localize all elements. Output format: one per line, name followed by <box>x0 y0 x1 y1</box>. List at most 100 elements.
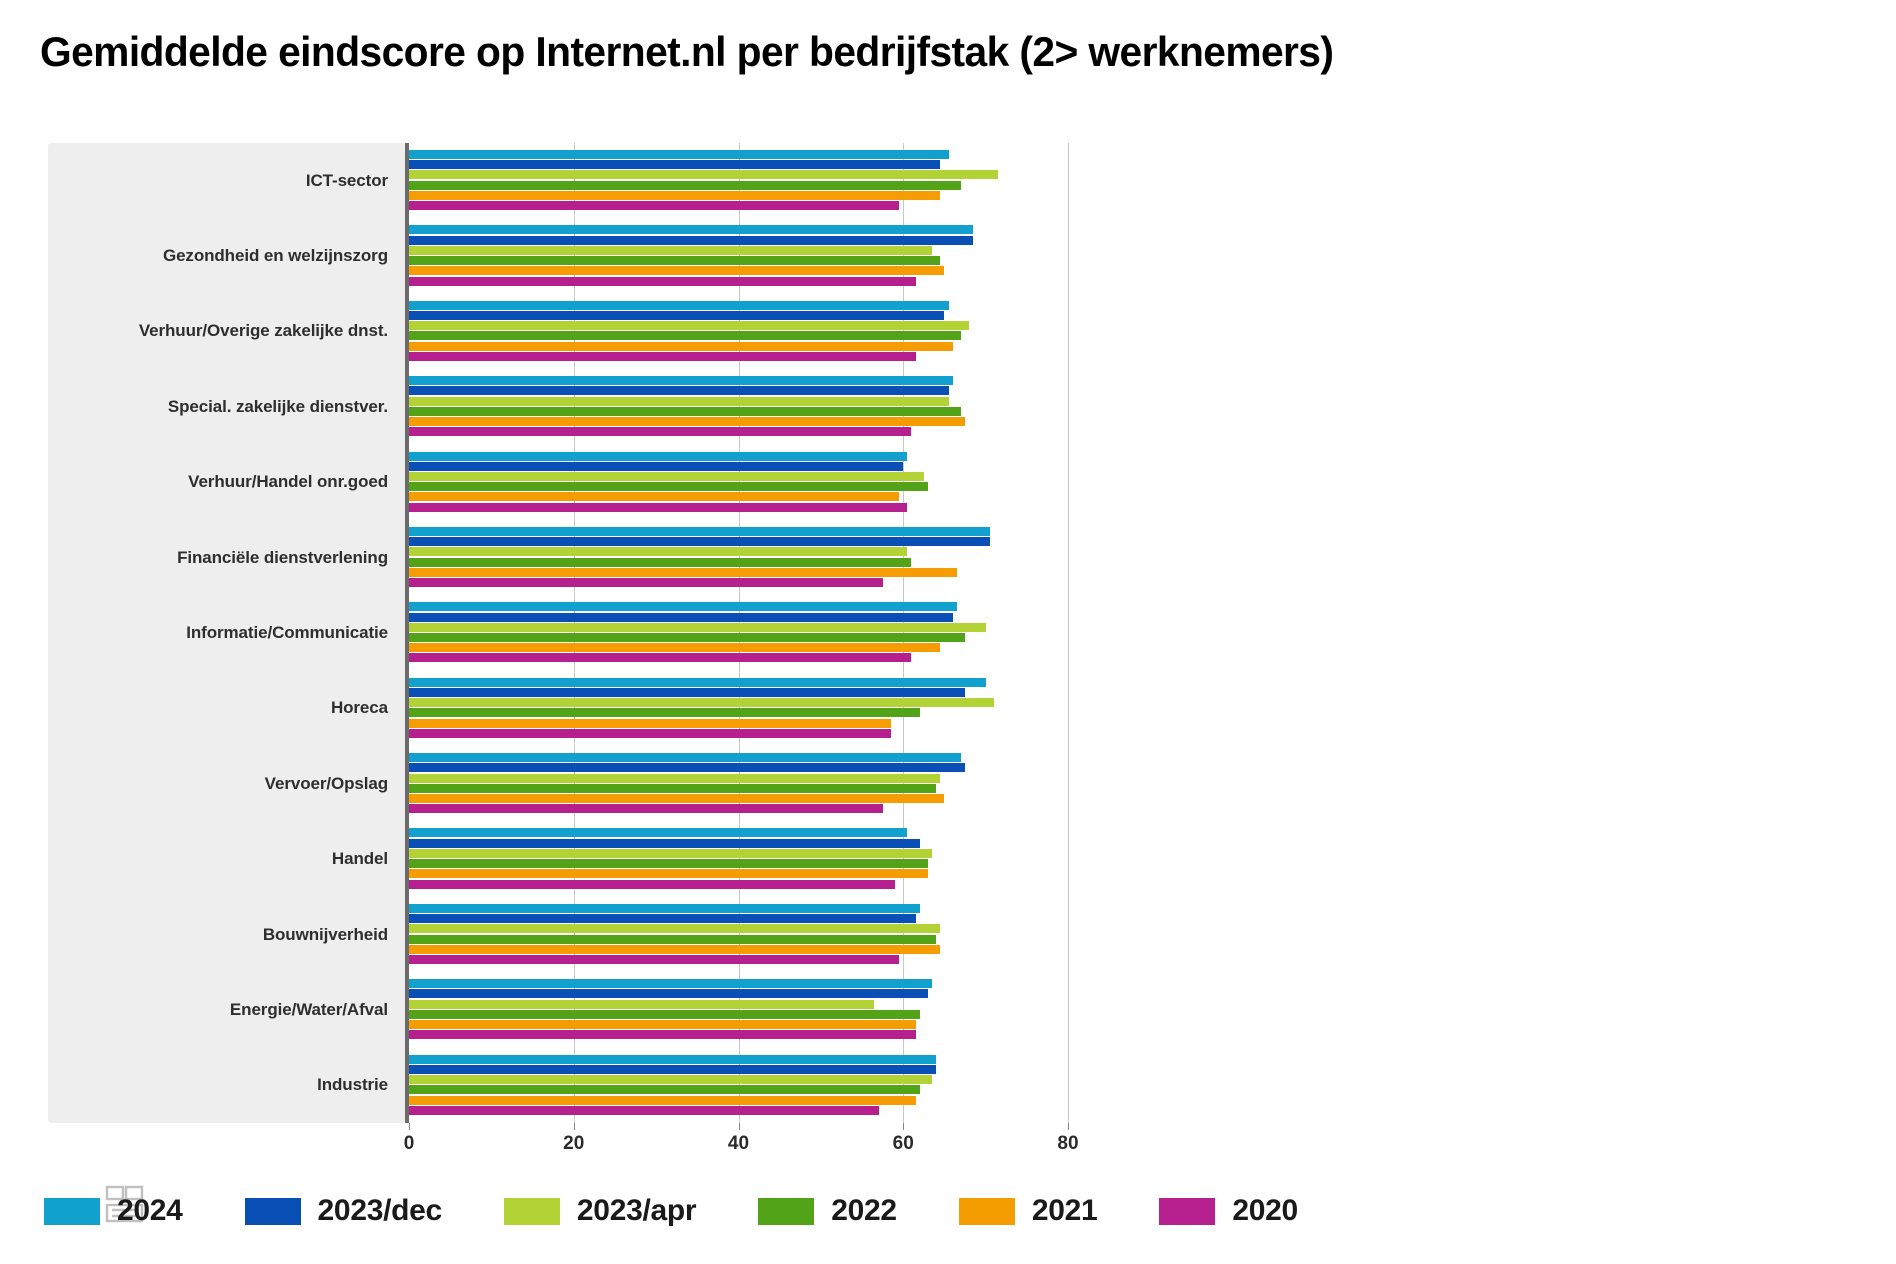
bar-2021-ict-sector <box>409 190 941 200</box>
bar-2020-ict-sector <box>409 201 900 211</box>
bar-group <box>409 523 1068 592</box>
legend-item-2020[interactable]: 2020 <box>1159 1194 1298 1228</box>
bar-2022-horeca <box>409 708 920 718</box>
bar-2023-apr-handel <box>409 848 933 858</box>
bar-2023-apr-informatie-communicatie <box>409 622 986 632</box>
bar-2021-verhuur-handel-onr-goed <box>409 492 900 502</box>
bar-group <box>409 749 1068 818</box>
bar-rows: ICT-sector Gezondheid en welzijnszorg Verh… <box>48 143 1068 1123</box>
bar-2023-apr-vervoer-opslag <box>409 773 941 783</box>
category-label: Handel <box>331 849 388 869</box>
bar-2023-apr-financi-le-dienstverlening <box>409 547 908 557</box>
category-label: Energie/Water/Afval <box>229 999 388 1019</box>
legend-label: 2021 <box>1031 1194 1098 1227</box>
bar-2022-informatie-communicatie <box>409 632 966 642</box>
bar-2021-energie-water-afval <box>409 1020 916 1030</box>
bar-row: Industrie <box>48 1048 1068 1123</box>
legend-swatch-icon <box>1159 1197 1216 1225</box>
category-label: Verhuur/Overige zakelijke dnst. <box>138 321 388 341</box>
legend-swatch-icon <box>244 1197 301 1225</box>
bar-2023-apr-verhuur-handel-onr-goed <box>409 471 924 481</box>
bar-2020-gezondheid-en-welzijnszorg <box>409 276 916 286</box>
bar-group <box>409 824 1068 893</box>
bar-2023-dec-bouwnijverheid <box>409 914 916 924</box>
category-label: Vervoer/Opslag <box>264 773 388 793</box>
bar-row: Handel <box>48 821 1068 896</box>
chart-legend: 2024 2023/dec 2023/apr 2022 2021 2020 <box>44 1188 1644 1234</box>
bar-2020-special-zakelijke-dienstver- <box>409 427 912 437</box>
legend-item-2023-dec[interactable]: 2023/dec <box>244 1194 442 1228</box>
bar-group <box>409 146 1068 215</box>
bar-group <box>409 448 1068 517</box>
bar-row: Verhuur/Overige zakelijke dnst. <box>48 294 1068 369</box>
bar-2023-apr-verhuur-overige-zakelijke-dnst- <box>409 321 970 331</box>
legend-item-2024[interactable]: 2024 <box>44 1194 183 1228</box>
category-label: Financiële dienstverlening <box>177 547 388 567</box>
bar-2023-dec-horeca <box>409 687 966 697</box>
bar-2020-industrie <box>409 1105 879 1115</box>
legend-item-2023-apr[interactable]: 2023/apr <box>503 1194 697 1228</box>
bar-group <box>409 297 1068 366</box>
bar-2022-vervoer-opslag <box>409 783 937 793</box>
bar-2024-verhuur-overige-zakelijke-dnst- <box>409 300 949 310</box>
x-tick-label-20: 20 <box>563 1133 585 1154</box>
bar-2020-horeca <box>409 728 891 738</box>
bar-2024-bouwnijverheid <box>409 903 920 913</box>
bar-2023-dec-handel <box>409 838 920 848</box>
bar-2021-special-zakelijke-dienstver- <box>409 417 966 427</box>
bar-row: Verhuur/Handel onr.goed <box>48 445 1068 520</box>
bar-2020-financi-le-dienstverlening <box>409 578 883 588</box>
category-label: Informatie/Communicatie <box>186 622 388 642</box>
x-axis: 0 20 40 60 80 <box>48 1123 1079 1169</box>
bar-2022-gezondheid-en-welzijnszorg <box>409 256 941 266</box>
bar-row: Financiële dienstverlening <box>48 520 1068 595</box>
bar-2023-dec-informatie-communicatie <box>409 612 953 622</box>
bar-2022-industrie <box>409 1085 920 1095</box>
bar-2020-bouwnijverheid <box>409 954 900 964</box>
legend-swatch-icon <box>758 1197 815 1225</box>
bar-2023-dec-special-zakelijke-dienstver- <box>409 386 949 396</box>
bar-group <box>409 975 1068 1044</box>
bar-2021-informatie-communicatie <box>409 643 941 653</box>
bar-2023-apr-bouwnijverheid <box>409 924 941 934</box>
bar-2024-energie-water-afval <box>409 979 933 989</box>
bar-group <box>409 674 1068 743</box>
bar-2023-apr-special-zakelijke-dienstver- <box>409 396 949 406</box>
bar-2023-dec-verhuur-overige-zakelijke-dnst- <box>409 310 945 320</box>
bar-group <box>409 900 1068 969</box>
bar-2021-horeca <box>409 718 891 728</box>
legend-item-2022[interactable]: 2022 <box>758 1194 897 1228</box>
bar-2023-dec-verhuur-handel-onr-goed <box>409 461 904 471</box>
x-tick-mark-20 <box>573 1123 575 1130</box>
page-title: Gemiddelde eindscore op Internet.nl per … <box>40 28 1334 75</box>
bar-row: Gezondheid en welzijnszorg <box>48 218 1068 293</box>
bar-group <box>409 221 1068 290</box>
bar-2024-vervoer-opslag <box>409 753 961 763</box>
bar-2022-verhuur-overige-zakelijke-dnst- <box>409 331 961 341</box>
bar-2021-verhuur-overige-zakelijke-dnst- <box>409 341 953 351</box>
bar-2022-verhuur-handel-onr-goed <box>409 482 928 492</box>
bar-row: Special. zakelijke dienstver. <box>48 369 1068 444</box>
x-tick-mark-0 <box>409 1123 410 1130</box>
bar-2024-special-zakelijke-dienstver- <box>409 376 953 386</box>
bar-2022-bouwnijverheid <box>409 934 937 944</box>
bar-group <box>409 372 1068 441</box>
bar-2020-handel <box>409 879 895 889</box>
bar-2021-industrie <box>409 1095 916 1105</box>
category-label: Industrie <box>317 1075 388 1095</box>
x-tick-mark-60 <box>903 1123 905 1130</box>
bar-2022-ict-sector <box>409 180 961 190</box>
x-tick-label-0: 0 <box>403 1133 415 1154</box>
legend-swatch-icon <box>503 1197 560 1225</box>
category-label: Special. zakelijke dienstver. <box>167 396 388 416</box>
x-tick-mark-80 <box>1068 1123 1069 1130</box>
bar-2023-dec-ict-sector <box>409 160 941 170</box>
x-tick-mark-40 <box>738 1123 740 1130</box>
bar-2023-apr-gezondheid-en-welzijnszorg <box>409 245 933 255</box>
legend-item-2021[interactable]: 2021 <box>958 1194 1098 1228</box>
bar-2023-apr-horeca <box>409 698 994 708</box>
legend-label: 2020 <box>1232 1194 1298 1227</box>
bar-2023-apr-ict-sector <box>409 170 998 180</box>
bar-group <box>409 1051 1068 1120</box>
